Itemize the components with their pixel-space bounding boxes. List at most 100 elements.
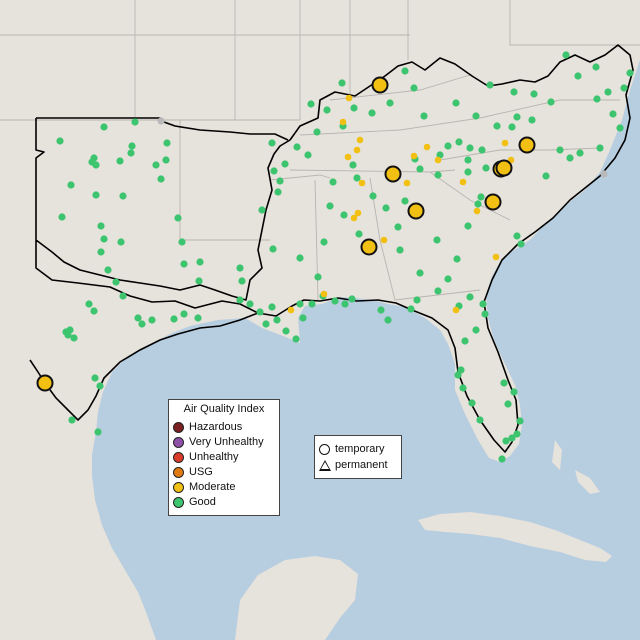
moderate-monitor-marker [423,143,431,151]
good-monitor-marker [329,178,337,186]
triangle-icon [319,459,331,471]
good-monitor-marker [338,79,346,87]
good-monitor-marker [481,310,489,318]
good-monitor-marker [148,316,156,324]
good-monitor-marker [296,254,304,262]
good-monitor-marker [434,171,442,179]
good-monitor-marker [592,63,600,71]
good-monitor-marker [472,326,480,334]
good-monitor-marker [70,334,78,342]
moderate-monitor-marker [492,253,500,261]
good-monitor-marker [516,417,524,425]
good-monitor-marker [513,232,521,240]
good-monitor-marker [604,88,612,96]
good-monitor-marker [236,264,244,272]
good-monitor-marker [396,246,404,254]
good-monitor-marker [508,434,516,442]
good-monitor-marker [314,273,322,281]
good-monitor-marker [256,308,264,316]
good-monitor-marker [369,192,377,200]
good-monitor-marker [476,416,484,424]
good-monitor-marker [313,128,321,136]
good-monitor-marker [323,106,331,114]
good-swatch-icon [173,496,184,508]
good-monitor-marker [576,149,584,157]
monitor-type-legend: temporary permanent [314,435,402,479]
bahamas-islands [552,440,600,494]
good-monitor-marker [420,112,428,120]
good-monitor-marker [170,315,178,323]
good-monitor-marker [307,100,315,108]
good-monitor-marker [341,300,349,308]
good-monitor-marker [616,124,624,132]
moderate-monitor-marker [353,146,361,154]
good-monitor-marker [100,235,108,243]
good-monitor-marker [593,95,601,103]
good-monitor-marker [92,161,100,169]
good-monitor-marker [274,188,282,196]
legend-item-temporary: temporary [319,442,385,456]
good-monitor-marker [355,230,363,238]
good-monitor-marker [178,238,186,246]
texas-coast-outline [29,312,259,422]
good-monitor-marker [273,316,281,324]
circle-icon [319,443,330,455]
good-monitor-marker [331,297,339,305]
good-monitor-marker [269,245,277,253]
good-monitor-marker [556,146,564,154]
hazardous-swatch-icon [173,421,184,433]
good-monitor-marker [444,142,452,150]
good-monitor-marker [85,300,93,308]
moderate-temporary-monitor-marker [36,374,54,392]
good-monitor-marker [433,236,441,244]
good-monitor-marker [477,193,485,201]
moderate-temporary-monitor-marker [518,136,536,154]
moderate-monitor-marker [345,94,353,102]
good-monitor-marker [530,90,538,98]
moderate-temporary-monitor-marker [360,238,378,256]
moderate-monitor-marker [339,118,347,126]
good-monitor-marker [281,160,289,168]
good-monitor-marker [90,307,98,315]
moderate-temporary-monitor-marker [484,193,502,211]
good-monitor-marker [270,167,278,175]
good-monitor-marker [304,151,312,159]
good-monitor-marker [196,258,204,266]
good-monitor-marker [468,399,476,407]
good-monitor-marker [68,416,76,424]
good-monitor-marker [157,175,165,183]
good-monitor-marker [508,123,516,131]
good-monitor-marker [493,122,501,130]
legend-label: Very Unhealthy [189,436,264,448]
good-monitor-marker [56,137,64,145]
very-unhealthy-swatch-icon [173,436,184,448]
good-monitor-marker [97,222,105,230]
good-monitor-marker [454,371,462,379]
good-monitor-marker [416,269,424,277]
moderate-monitor-marker [356,136,364,144]
good-monitor-marker [138,320,146,328]
good-monitor-marker [416,165,424,173]
moderate-monitor-marker [452,306,460,314]
good-monitor-marker [127,149,135,157]
good-monitor-marker [91,374,99,382]
good-monitor-marker [566,154,574,162]
moderate-monitor-marker [320,290,328,298]
good-monitor-marker [466,293,474,301]
good-monitor-marker [444,275,452,283]
good-monitor-marker [128,142,136,150]
good-monitor-marker [92,191,100,199]
good-monitor-marker [464,222,472,230]
good-monitor-marker [626,69,634,77]
moderate-monitor-marker [354,209,362,217]
good-monitor-marker [293,143,301,151]
good-monitor-marker [258,206,266,214]
moderate-monitor-marker [380,236,388,244]
good-monitor-marker [394,223,402,231]
good-monitor-marker [112,278,120,286]
region-outline [35,44,634,453]
moderate-temporary-monitor-marker [407,202,425,220]
legend-label: Hazardous [189,421,243,433]
good-monitor-marker [517,240,525,248]
good-monitor-marker [340,211,348,219]
